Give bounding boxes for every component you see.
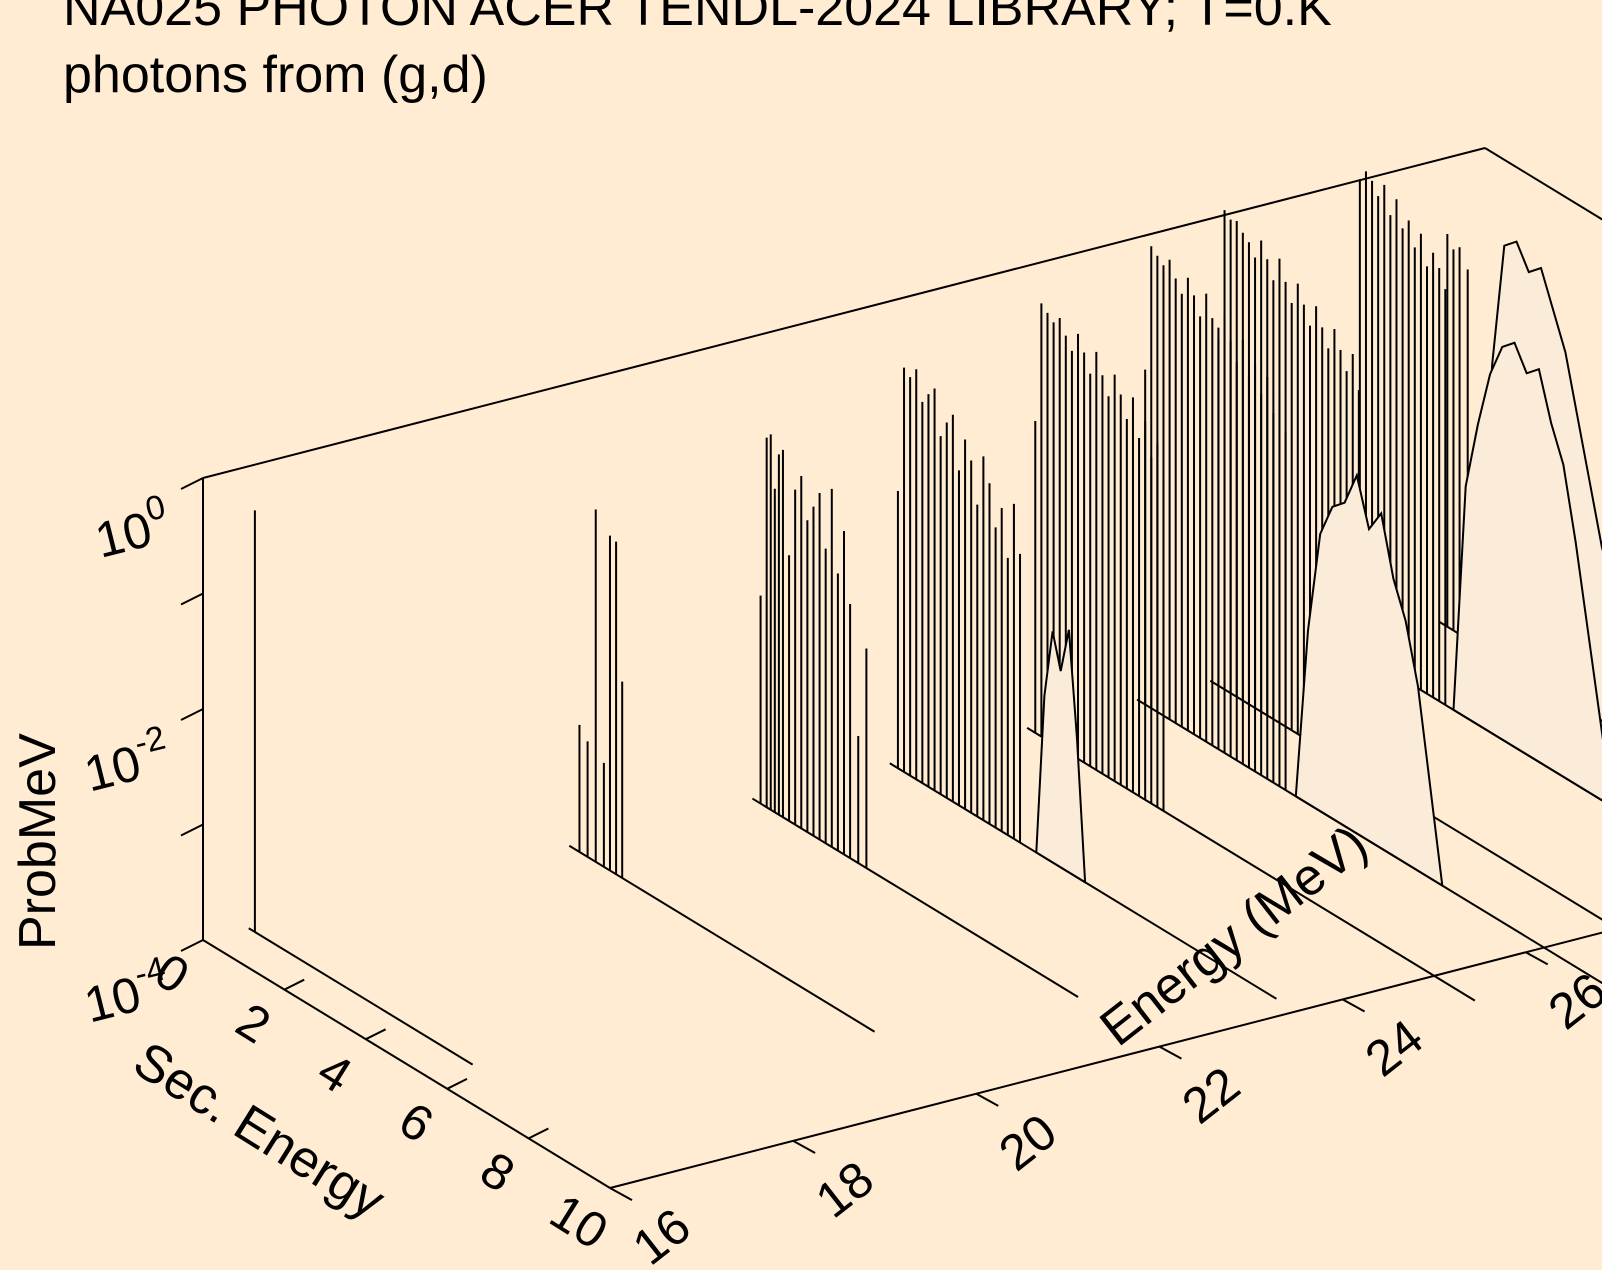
spectrum-slices — [248, 171, 1602, 1066]
slice-baseline — [1136, 698, 1602, 985]
y-tick-label: 20 — [989, 1103, 1067, 1181]
y-tick-label: 18 — [805, 1150, 883, 1228]
slice-baseline — [1209, 679, 1602, 921]
y-tick-mark — [975, 1092, 999, 1107]
axes-frame — [202, 147, 1602, 1189]
continuum-26.2 — [1294, 472, 1444, 888]
z-tick-mark — [180, 477, 204, 490]
slice-baseline — [1026, 727, 1476, 1002]
slice-25 — [1026, 303, 1476, 1002]
slice-baseline — [751, 797, 1079, 998]
x-tick-label: 10 — [541, 1183, 618, 1260]
slice-baseline — [248, 927, 474, 1066]
z-tick-mark — [180, 939, 204, 952]
x-tick-mark — [283, 978, 305, 991]
y-tick-mark — [1342, 998, 1366, 1013]
y-tick-label: 24 — [1355, 1009, 1433, 1087]
chart-subtitle: photons from (g,d) — [63, 46, 488, 104]
x-tick-label: 2 — [227, 992, 280, 1054]
z-minor-tick-mark — [180, 592, 204, 606]
z-tick-label: 10-4 — [77, 950, 176, 1034]
slice-baseline — [568, 844, 876, 1033]
slice-baseline — [1347, 644, 1602, 802]
x-tick-mark — [446, 1078, 468, 1090]
continuum-28.5 — [1452, 341, 1602, 802]
z-tick-label: 10-2 — [77, 719, 176, 803]
y-tick-mark — [792, 1139, 816, 1154]
y-tick-mark — [609, 1187, 633, 1201]
slice-26.2 — [1136, 246, 1602, 985]
z-minor-tick-mark — [180, 823, 204, 837]
y-tick-label: 26 — [1538, 962, 1602, 1040]
z-tick-mark — [180, 708, 204, 721]
x-axis-line — [202, 939, 611, 1189]
y-axis-line — [609, 931, 1602, 1189]
x-tick-mark — [365, 1028, 387, 1041]
slice-23.5 — [889, 367, 1277, 1000]
y-axis-label: Energy (MeV) — [1090, 814, 1378, 1057]
y-tick-mark — [1158, 1045, 1182, 1060]
continuum-23.5 — [1035, 629, 1087, 885]
slice-22 — [751, 434, 1079, 998]
y-tick-label: 16 — [622, 1197, 700, 1270]
z-axis-label: ProbMeV — [9, 733, 67, 950]
x-tick-label: 6 — [390, 1091, 443, 1153]
x-tick-mark — [528, 1127, 549, 1140]
slice-baseline — [889, 762, 1277, 1000]
y-tick-label: 22 — [1172, 1056, 1250, 1134]
slice-20 — [568, 509, 876, 1033]
x-tick-label: 4 — [308, 1042, 361, 1104]
x-tick-label: 8 — [471, 1141, 524, 1203]
chart-title: NA025 PHOTON ACER TENDL-2024 LIBRARY; T=… — [63, 0, 1332, 37]
y-tick-mark — [1525, 951, 1549, 966]
z-tick-label: 100 — [88, 488, 176, 569]
back-left-top-edge — [202, 147, 1486, 479]
back-right-vertical-edge — [1484, 147, 1602, 221]
slice-16.5 — [248, 510, 474, 1066]
